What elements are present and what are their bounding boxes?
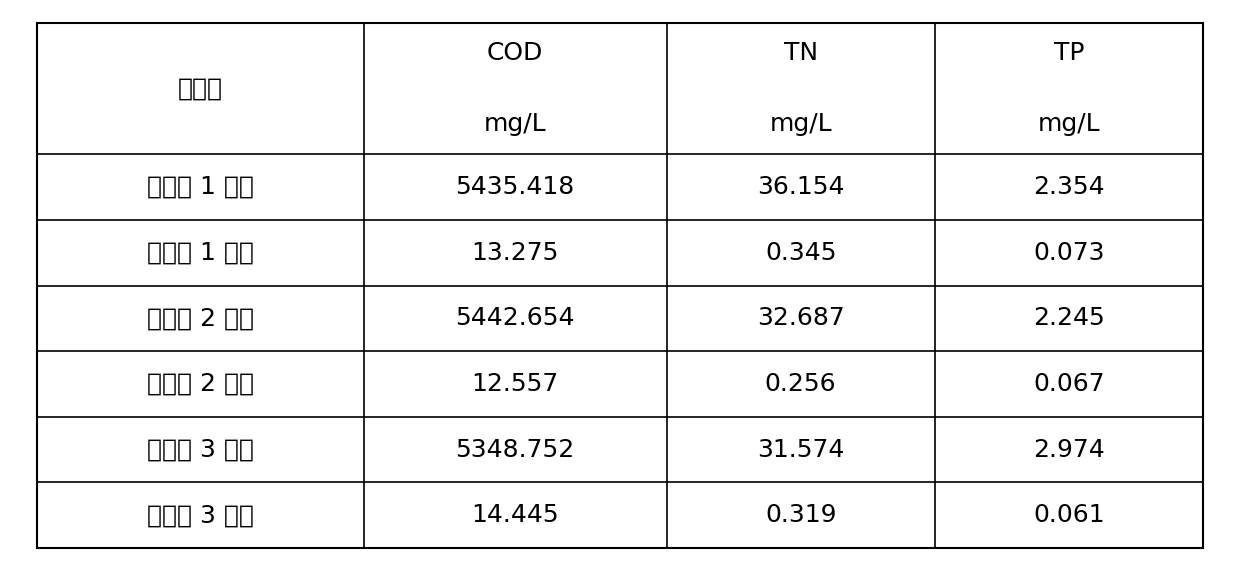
Text: 0.073: 0.073 [1033, 240, 1105, 265]
Text: 14.445: 14.445 [471, 503, 559, 528]
Text: 实施例 3 进水: 实施例 3 进水 [148, 437, 254, 462]
Text: 实施例 1 出水: 实施例 1 出水 [148, 240, 254, 265]
Text: 0.345: 0.345 [765, 240, 837, 265]
Text: 实施例 2 进水: 实施例 2 进水 [146, 306, 254, 331]
Text: 取水点: 取水点 [177, 77, 223, 100]
Text: 实施例 1 进水: 实施例 1 进水 [148, 175, 254, 199]
Text: TN

mg/L: TN mg/L [769, 41, 832, 136]
Text: 12.557: 12.557 [471, 372, 559, 396]
Text: TP

mg/L: TP mg/L [1038, 41, 1100, 136]
Text: 5435.418: 5435.418 [455, 175, 574, 199]
Text: 5442.654: 5442.654 [455, 306, 575, 331]
Text: 36.154: 36.154 [756, 175, 844, 199]
Text: 0.319: 0.319 [765, 503, 837, 528]
Text: 5348.752: 5348.752 [455, 437, 574, 462]
Text: 0.256: 0.256 [765, 372, 837, 396]
Text: 32.687: 32.687 [756, 306, 844, 331]
Text: 实施例 2 出水: 实施例 2 出水 [146, 372, 254, 396]
Text: 31.574: 31.574 [756, 437, 844, 462]
Text: 2.974: 2.974 [1033, 437, 1105, 462]
Text: 2.245: 2.245 [1033, 306, 1105, 331]
Text: 0.061: 0.061 [1033, 503, 1105, 528]
Text: 实施例 3 出水: 实施例 3 出水 [148, 503, 254, 528]
Text: 0.067: 0.067 [1033, 372, 1105, 396]
Text: 2.354: 2.354 [1033, 175, 1105, 199]
Text: COD

mg/L: COD mg/L [484, 41, 547, 136]
Text: 13.275: 13.275 [471, 240, 559, 265]
